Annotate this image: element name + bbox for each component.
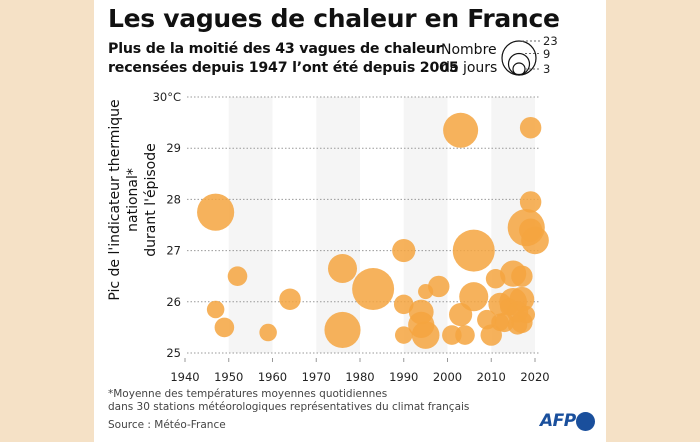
- chart-subtitle: Plus de la moitié des 43 vagues de chale…: [108, 40, 459, 78]
- heatwave-bubble: [519, 116, 542, 139]
- x-tick-label: 2010: [477, 370, 506, 384]
- x-tick-label: 1990: [389, 370, 418, 384]
- heatwave-bubble: [393, 294, 414, 315]
- chart-title: Les vagues de chaleur en France: [108, 4, 560, 33]
- heatwave-bubble: [459, 282, 489, 312]
- size-legend: 23 9 3: [501, 34, 558, 76]
- y-axis-ticks: 25 26 27 28 29 30°C: [153, 90, 181, 360]
- heatwave-bubble: [485, 268, 506, 289]
- footnote-line-2: dans 30 stations météorologiques représe…: [108, 401, 470, 413]
- x-axis-ticks: 1940 1950 1960 1970 1980 1990 2000 2010 2020: [170, 358, 550, 384]
- x-tick-label: 1940: [170, 370, 199, 384]
- footnote: *Moyenne des températures moyennes quoti…: [108, 388, 469, 414]
- heatwave-bubble: [227, 266, 248, 286]
- heatwave-bubble: [279, 288, 301, 310]
- size-legend-title: Nombre de jours: [441, 41, 497, 77]
- y-axis-label-line-1: Pic de l'indicateur thermique national*: [107, 99, 141, 301]
- heatwave-bubble: [324, 311, 361, 349]
- heatwave-bubble: [443, 112, 479, 148]
- x-tick-label: 2000: [433, 370, 462, 384]
- decade-band: [316, 97, 360, 353]
- heatwave-bubble: [499, 298, 518, 316]
- size-legend-value-medium: 9: [543, 47, 550, 61]
- x-tick-label: 1960: [258, 370, 287, 384]
- heatwave-bubble: [206, 300, 225, 319]
- size-legend-title-line-1: Nombre: [441, 42, 497, 58]
- x-tick-label: 1980: [345, 370, 374, 384]
- y-tick-label: 28: [166, 192, 181, 206]
- y-axis-label-line-2: durant l'épisode: [143, 143, 159, 257]
- subtitle-line-1: Plus de la moitié des 43 vagues de chale…: [108, 41, 443, 57]
- y-tick-label: 30°C: [153, 90, 181, 104]
- x-tick-label: 1950: [214, 370, 243, 384]
- heatwave-bubble: [511, 265, 533, 287]
- y-tick-label: 27: [166, 244, 181, 258]
- heatwave-bubble: [394, 326, 413, 344]
- heatwave-bubble: [418, 283, 434, 300]
- size-legend-value-large: 23: [543, 34, 558, 48]
- heatwave-bubble: [452, 229, 495, 272]
- heatwave-bubble: [519, 218, 543, 242]
- afp-logo-text: AFP: [540, 411, 576, 431]
- heatwave-bubble: [352, 268, 395, 310]
- x-tick-label: 1970: [302, 370, 331, 384]
- subtitle-line-2: recensées depuis 1947 l’ont été depuis 2…: [108, 60, 459, 76]
- y-tick-label: 26: [166, 295, 181, 309]
- y-tick-label: 25: [166, 346, 181, 360]
- heatwave-bubble: [408, 299, 434, 325]
- heatwave-bubble: [214, 317, 235, 338]
- heatwave-bubble: [519, 191, 542, 213]
- size-legend-title-line-2: de jours: [441, 60, 498, 76]
- heatwave-bubble: [517, 305, 536, 324]
- heatwave-bubble: [197, 193, 235, 231]
- afp-logo-dot-icon: [576, 412, 595, 431]
- x-tick-label: 2020: [520, 370, 549, 384]
- heatwave-bubble: [455, 325, 475, 345]
- y-axis-label: Pic de l'indicateur thermique national* …: [106, 70, 160, 330]
- heatwave-bubble: [449, 303, 473, 327]
- heatwave-bubble: [259, 323, 277, 342]
- heatwave-bubble: [327, 253, 358, 284]
- size-legend-value-small: 3: [543, 62, 550, 76]
- footnote-line-1: *Moyenne des températures moyennes quoti…: [108, 388, 388, 400]
- heatwave-bubble: [491, 313, 509, 332]
- source-credit: Source : Météo-France: [108, 419, 226, 431]
- bubbles: [197, 112, 549, 349]
- y-tick-label: 29: [166, 141, 181, 155]
- decade-band: [228, 97, 273, 353]
- heatwave-bubble: [392, 239, 416, 263]
- heatwave-bubble: [428, 275, 450, 298]
